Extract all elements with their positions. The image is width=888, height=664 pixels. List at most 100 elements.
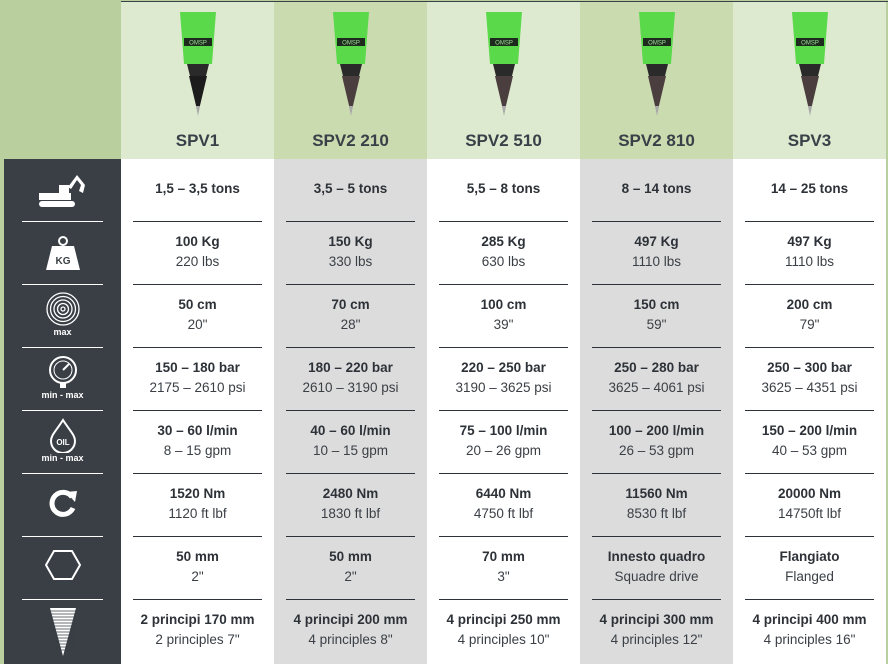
row-icon-label: min - max bbox=[41, 390, 84, 400]
spec-sub-value: 4 principles 12" bbox=[610, 632, 703, 647]
header-border bbox=[121, 1, 888, 2]
spec-sub-value: 2" bbox=[191, 569, 204, 584]
icon-column: KG max min - max OIL min - max bbox=[4, 159, 121, 664]
spec-cell: 497 Kg 1110 lbs bbox=[733, 222, 886, 285]
spec-cell: 50 mm 2" bbox=[121, 537, 274, 600]
spec-cell: 20000 Nm 14750ft lbf bbox=[733, 474, 886, 537]
spec-cell: 100 Kg 220 lbs bbox=[121, 222, 274, 285]
spec-sub-value: Flanged bbox=[785, 569, 834, 584]
spec-cell: 150 – 200 l/min 40 – 53 gpm bbox=[733, 411, 886, 474]
spec-sub-value: 1120 ft lbf bbox=[168, 506, 227, 521]
product-name: SPV1 bbox=[175, 131, 220, 150]
spec-main-value: 1520 Nm bbox=[169, 486, 226, 501]
row-icon-cell: min - max bbox=[4, 348, 121, 411]
spec-cell: 4 principi 200 mm 4 principles 8" bbox=[274, 600, 427, 663]
row-icon-cell bbox=[4, 600, 121, 663]
excavator-icon bbox=[38, 175, 85, 207]
spec-cell: 4 principi 300 mm 4 principles 12" bbox=[580, 600, 733, 663]
product-column-3: 5,5 – 8 tons 285 Kg 630 lbs 100 cm 39" 220 – … bbox=[427, 159, 580, 664]
spec-cell: 220 – 250 bar 3190 – 3625 psi bbox=[427, 348, 580, 411]
spec-sub-value: 20" bbox=[187, 317, 208, 332]
spec-main-value: 14 – 25 tons bbox=[770, 181, 849, 196]
spec-cell: 1520 Nm 1120 ft lbf bbox=[121, 474, 274, 537]
svg-text:OMSP: OMSP bbox=[342, 41, 360, 47]
spec-main-value: 497 Kg bbox=[634, 234, 679, 249]
product-header-3: OMSP SPV2 510 bbox=[427, 2, 580, 159]
spec-main-value: 285 Kg bbox=[481, 234, 526, 249]
product-header-2: OMSP SPV2 210 bbox=[274, 2, 427, 159]
spec-sub-value: 8530 ft lbf bbox=[626, 506, 687, 521]
product-header-1: OMSP SPV1 bbox=[121, 2, 274, 159]
spec-sub-value: 2 principles 7" bbox=[155, 632, 240, 647]
spec-main-value: 497 Kg bbox=[787, 234, 832, 249]
pressure-gauge-icon bbox=[48, 356, 77, 388]
spec-cell: 11560 Nm 8530 ft lbf bbox=[580, 474, 733, 537]
product-column-5: 14 – 25 tons 497 Kg 1110 lbs 200 cm 79" 250 –… bbox=[733, 159, 886, 664]
spec-cell: 100 cm 39" bbox=[427, 285, 580, 348]
spec-sub-value: 2" bbox=[344, 569, 357, 584]
spec-cell: 200 cm 79" bbox=[733, 285, 886, 348]
spec-main-value: 50 mm bbox=[329, 549, 372, 564]
product-column-2: 3,5 – 5 tons 150 Kg 330 lbs 70 cm 28" 180 – 2… bbox=[274, 159, 427, 664]
spec-cell: 50 cm 20" bbox=[121, 285, 274, 348]
product-image: OMSP bbox=[638, 12, 675, 116]
spec-sub-value: 40 – 53 gpm bbox=[771, 443, 848, 458]
spec-cell: 4 principi 250 mm 4 principles 10" bbox=[427, 600, 580, 663]
spec-sub-value: 3190 – 3625 psi bbox=[455, 380, 552, 395]
row-icon-cell: OIL min - max bbox=[4, 411, 121, 474]
rotation-icon bbox=[49, 489, 77, 517]
spec-cell: Flangiato Flanged bbox=[733, 537, 886, 600]
spec-sub-value: 28" bbox=[340, 317, 361, 332]
spec-cell: 75 – 100 l/min 20 – 26 gpm bbox=[427, 411, 580, 474]
row-icon-cell bbox=[4, 159, 121, 222]
spec-main-value: 4 principi 200 mm bbox=[293, 612, 408, 627]
spec-cell: 40 – 60 l/min 10 – 15 gpm bbox=[274, 411, 427, 474]
spec-sub-value: 10 – 15 gpm bbox=[312, 443, 389, 458]
spec-cell: 70 cm 28" bbox=[274, 285, 427, 348]
spec-cell: 497 Kg 1110 lbs bbox=[580, 222, 733, 285]
spec-sub-value: 20 – 26 gpm bbox=[465, 443, 542, 458]
product-header-4: OMSP SPV2 810 bbox=[580, 2, 733, 159]
spec-cell: 1,5 – 3,5 tons bbox=[121, 159, 274, 222]
product-name: SPV3 bbox=[787, 131, 832, 150]
spec-cell: 2 principi 170 mm 2 principles 7" bbox=[121, 600, 274, 663]
spec-cell: 150 – 180 bar 2175 – 2610 psi bbox=[121, 348, 274, 411]
screw-cone-icon bbox=[49, 608, 76, 656]
spec-main-value: 50 cm bbox=[178, 297, 217, 312]
spec-cell: 2480 Nm 1830 ft lbf bbox=[274, 474, 427, 537]
spec-cell: 150 cm 59" bbox=[580, 285, 733, 348]
spec-sub-value: 4 principles 16" bbox=[763, 632, 856, 647]
spec-sub-value: 3625 – 4061 psi bbox=[608, 380, 705, 395]
spec-main-value: 4 principi 300 mm bbox=[599, 612, 714, 627]
spec-main-value: 4 principi 400 mm bbox=[752, 612, 867, 627]
hexagon-icon bbox=[44, 550, 81, 580]
spec-main-value: 250 – 280 bar bbox=[614, 360, 699, 375]
spec-main-value: 100 cm bbox=[480, 297, 527, 312]
spec-sub-value: 3625 – 4351 psi bbox=[761, 380, 858, 395]
svg-text:OMSP: OMSP bbox=[189, 41, 207, 47]
spec-main-value: 150 – 200 l/min bbox=[761, 423, 858, 438]
spec-sub-value: 4750 ft lbf bbox=[473, 506, 534, 521]
spec-main-value: 2 principi 170 mm bbox=[140, 612, 255, 627]
spec-main-value: 1,5 – 3,5 tons bbox=[155, 181, 240, 196]
spec-sub-value: 3" bbox=[497, 569, 510, 584]
spec-sub-value: 59" bbox=[646, 317, 667, 332]
product-column-4: 8 – 14 tons 497 Kg 1110 lbs 150 cm 59" 250 – … bbox=[580, 159, 733, 664]
spec-cell: 285 Kg 630 lbs bbox=[427, 222, 580, 285]
spec-main-value: 3,5 – 5 tons bbox=[313, 181, 388, 196]
spec-cell: 250 – 300 bar 3625 – 4351 psi bbox=[733, 348, 886, 411]
spec-main-value: 100 Kg bbox=[175, 234, 220, 249]
spec-main-value: 70 cm bbox=[331, 297, 370, 312]
spec-main-value: 150 – 180 bar bbox=[155, 360, 240, 375]
spec-main-value: 70 mm bbox=[482, 549, 525, 564]
spec-cell: 5,5 – 8 tons bbox=[427, 159, 580, 222]
svg-text:KG: KG bbox=[55, 256, 70, 267]
spec-cell: 8 – 14 tons bbox=[580, 159, 733, 222]
spec-main-value: 2480 Nm bbox=[322, 486, 379, 501]
spec-sub-value: 26 – 53 gpm bbox=[618, 443, 695, 458]
spec-main-value: Innesto quadro bbox=[607, 549, 706, 564]
spec-sub-value: 4 principles 8" bbox=[308, 632, 393, 647]
product-name: SPV2 810 bbox=[618, 131, 695, 150]
spec-sub-value: 79" bbox=[799, 317, 820, 332]
